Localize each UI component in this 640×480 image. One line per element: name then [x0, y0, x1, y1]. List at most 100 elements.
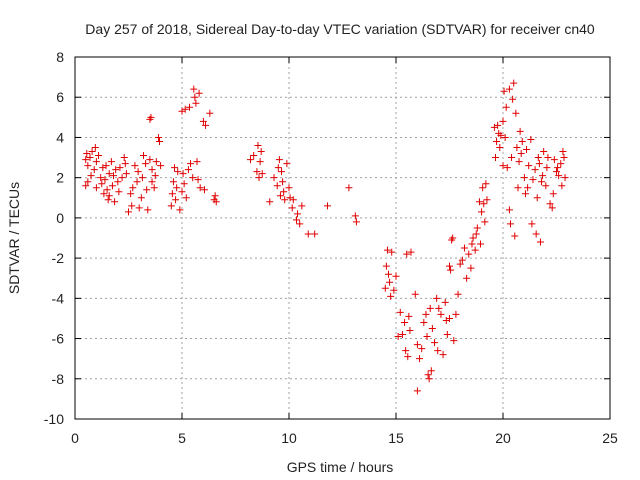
- data-point: [289, 196, 297, 204]
- data-point: [304, 230, 312, 238]
- y-tick-label: 6: [56, 89, 64, 105]
- data-point: [142, 160, 150, 168]
- data-point: [82, 156, 90, 164]
- data-point: [423, 333, 431, 341]
- data-point: [542, 182, 550, 190]
- data-point: [387, 292, 395, 300]
- data-point: [511, 232, 519, 240]
- data-point: [441, 298, 449, 306]
- data-point: [425, 375, 433, 383]
- data-point: [181, 105, 189, 113]
- data-point: [494, 121, 502, 129]
- data-point: [427, 367, 435, 375]
- data-point: [390, 286, 398, 294]
- data-point: [405, 312, 413, 320]
- data-point: [561, 174, 569, 182]
- data-point: [147, 113, 155, 121]
- x-tick-label: 10: [281, 430, 297, 446]
- data-point: [394, 333, 402, 341]
- data-point: [143, 186, 151, 194]
- data-point: [407, 248, 415, 256]
- data-point: [517, 150, 525, 158]
- data-point: [499, 117, 507, 125]
- data-point: [275, 156, 283, 164]
- data-point: [428, 325, 436, 332]
- data-point: [536, 238, 544, 246]
- y-tick-label: 8: [56, 49, 64, 65]
- data-points: [82, 79, 569, 395]
- data-point: [280, 188, 288, 196]
- data-point: [401, 318, 409, 326]
- data-point: [258, 170, 266, 178]
- data-point: [548, 204, 556, 212]
- data-point: [82, 182, 90, 190]
- data-point: [148, 178, 156, 186]
- data-point: [182, 194, 190, 202]
- data-point: [173, 184, 181, 192]
- data-point: [480, 200, 488, 208]
- data-point: [458, 256, 466, 264]
- data-point: [171, 164, 179, 172]
- data-point: [253, 168, 261, 176]
- data-point: [396, 308, 404, 316]
- data-point: [345, 184, 353, 192]
- data-point: [194, 176, 202, 184]
- data-point: [167, 202, 175, 210]
- data-point: [87, 172, 95, 180]
- data-point: [298, 202, 306, 210]
- data-point: [460, 244, 468, 252]
- x-axis-label: GPS time / hours: [287, 459, 394, 475]
- data-point: [139, 152, 147, 160]
- data-point: [111, 198, 119, 206]
- data-point: [512, 109, 520, 117]
- data-point: [98, 180, 106, 188]
- data-point: [95, 152, 103, 160]
- data-point: [283, 160, 291, 168]
- data-point: [506, 220, 514, 228]
- data-point: [456, 260, 464, 268]
- data-point: [446, 314, 453, 322]
- data-point: [324, 202, 332, 210]
- grid-lines: [75, 57, 610, 419]
- data-point: [83, 150, 91, 158]
- data-point: [150, 184, 158, 192]
- data-point: [449, 234, 457, 242]
- data-point: [104, 196, 112, 204]
- data-point: [406, 327, 414, 335]
- data-point: [192, 99, 200, 107]
- data-point: [196, 184, 204, 192]
- data-point: [135, 204, 143, 212]
- data-point: [435, 304, 443, 312]
- data-point: [84, 162, 92, 170]
- data-point: [404, 353, 412, 361]
- data-point: [279, 178, 287, 186]
- data-point: [351, 212, 359, 220]
- data-point: [134, 168, 142, 176]
- data-point: [497, 131, 505, 139]
- data-point: [127, 190, 135, 198]
- data-point: [146, 156, 154, 164]
- y-tick-label: -8: [52, 371, 65, 387]
- data-point: [285, 184, 293, 192]
- data-point: [129, 184, 137, 192]
- data-point: [172, 196, 180, 204]
- data-point: [148, 166, 156, 174]
- data-point: [478, 208, 486, 216]
- data-point: [296, 220, 304, 228]
- data-point: [465, 250, 473, 258]
- data-point: [499, 162, 507, 170]
- y-tick-label: 0: [56, 210, 64, 226]
- data-point: [549, 190, 557, 198]
- data-point: [416, 355, 424, 363]
- data-point: [281, 196, 289, 204]
- data-point: [500, 87, 508, 95]
- data-point: [88, 148, 96, 156]
- data-point: [540, 148, 548, 156]
- data-point: [402, 347, 410, 355]
- data-point: [133, 178, 141, 186]
- data-point: [544, 154, 552, 162]
- y-axis-label: SDTVAR / TECUs: [6, 182, 22, 294]
- plot-frame: [74, 56, 611, 420]
- y-tick-label: 2: [56, 170, 64, 186]
